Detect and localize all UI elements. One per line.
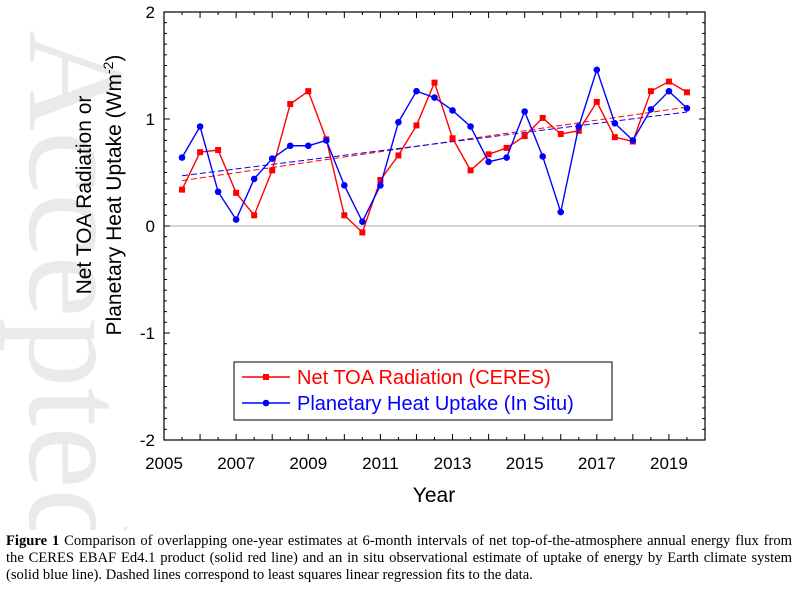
- data-point: [611, 119, 619, 127]
- data-point: [215, 147, 222, 154]
- data-point: [178, 154, 186, 161]
- legend-label-insitu: Planetary Heat Uptake (In Situ): [297, 393, 574, 415]
- data-point: [467, 123, 474, 130]
- y-tick-label: -2: [140, 431, 155, 450]
- data-point: [268, 155, 276, 162]
- series-line: [181, 67, 688, 224]
- caption-label: Figure 1: [6, 533, 60, 549]
- data-point: [413, 87, 420, 95]
- data-point: [232, 216, 240, 223]
- data-point: [395, 152, 402, 159]
- data-point: [503, 144, 510, 151]
- data-point: [431, 79, 438, 86]
- data-point: [593, 98, 600, 105]
- data-point: [575, 127, 582, 134]
- chart: Accepted 2005 2007 2009 2011 2013 2015 2017 201…: [0, 3, 706, 530]
- data-point: [647, 88, 654, 95]
- x-tick-label: 2005: [145, 454, 183, 473]
- y-axis-title-line2: Planetary Heat Uptake (Wm-2): [100, 55, 126, 336]
- x-tick-label: 2013: [434, 454, 472, 473]
- data-point: [467, 167, 474, 174]
- data-point: [251, 212, 258, 219]
- data-point: [485, 158, 492, 166]
- data-point: [196, 123, 204, 130]
- data-point: [377, 182, 384, 189]
- y-tick-label: 1: [146, 110, 155, 129]
- data-point: [485, 151, 492, 158]
- y-axis-title-line1: Net TOA Radiation or: [73, 96, 96, 295]
- trend-line: [181, 111, 688, 177]
- data-point: [647, 106, 655, 113]
- data-point: [539, 114, 546, 121]
- data-point: [593, 66, 601, 74]
- data-point: [521, 108, 528, 115]
- data-point: [521, 133, 528, 140]
- data-point: [286, 142, 294, 150]
- data-point: [557, 208, 565, 216]
- caption-text: Comparison of overlapping one-year estim…: [6, 533, 792, 583]
- axis-ticks: [163, 11, 706, 441]
- data-point: [323, 137, 330, 144]
- x-tick-label: 2011: [362, 454, 399, 473]
- data-point: [449, 107, 456, 114]
- figure-caption: Figure 1 Comparison of overlapping one-y…: [6, 533, 792, 584]
- data-point: [359, 218, 366, 226]
- y-tick-label: -1: [140, 324, 155, 343]
- data-point: [359, 229, 366, 236]
- y-tick-label: 2: [146, 3, 155, 22]
- data-point: [683, 105, 691, 112]
- data-point: [503, 154, 510, 161]
- data-point: [179, 186, 186, 193]
- y-tick-labels: -2 -1 0 1 2: [140, 3, 155, 450]
- legend-box: [233, 361, 613, 421]
- data-point: [377, 176, 384, 183]
- legend-blue-marker: [262, 399, 270, 407]
- data-point: [287, 101, 294, 108]
- data-point: [341, 212, 348, 219]
- data-point: [449, 135, 456, 142]
- data-point: [629, 137, 637, 144]
- watermark: Accepted: [0, 30, 154, 530]
- data-point: [575, 123, 583, 130]
- legend-label-ceres: Net TOA Radiation (CERES): [297, 367, 551, 389]
- x-tick-label: 2007: [217, 454, 255, 473]
- data-point: [665, 78, 672, 85]
- data-point: [305, 88, 312, 95]
- x-axis-title: Year: [413, 484, 455, 507]
- data-point: [197, 149, 204, 156]
- x-tick-label: 2017: [578, 454, 616, 473]
- series-group: [178, 66, 691, 236]
- data-point: [395, 118, 402, 126]
- data-point: [233, 189, 240, 196]
- data-point: [611, 134, 618, 141]
- x-tick-labels: 2005 2007 2009 2011 2013 2015 2017 2019: [145, 454, 688, 473]
- data-point: [557, 130, 564, 137]
- data-point: [665, 87, 673, 95]
- x-tick-label: 2019: [650, 454, 688, 473]
- data-point: [431, 94, 438, 101]
- x-tick-label: 2015: [506, 454, 544, 473]
- x-tick-label: 2009: [289, 454, 327, 473]
- legend: Net TOA Radiation (CERES) Planetary Heat…: [233, 361, 613, 421]
- y-tick-label: 0: [146, 217, 155, 236]
- data-point: [269, 167, 276, 174]
- series-line: [181, 80, 688, 234]
- svg-text:Accepted: Accepted: [0, 30, 154, 530]
- data-point: [413, 122, 420, 129]
- data-point: [539, 153, 546, 160]
- data-point: [341, 182, 348, 189]
- trend-lines: [181, 106, 688, 182]
- data-point: [304, 142, 312, 150]
- legend-red-marker: [263, 374, 269, 380]
- data-point: [683, 89, 690, 96]
- data-point: [250, 175, 258, 183]
- data-point: [214, 188, 222, 196]
